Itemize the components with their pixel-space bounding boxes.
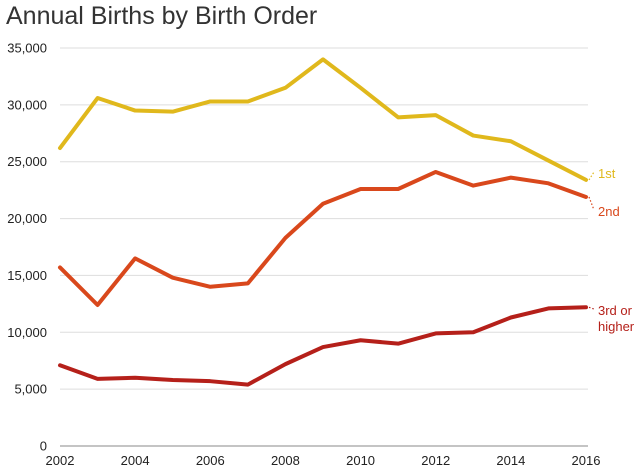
y-tick-label: 15,000 xyxy=(7,268,47,283)
series-line-1 xyxy=(58,57,588,182)
x-tick-label: 2002 xyxy=(46,453,75,468)
series-label-1: 1st xyxy=(598,166,616,181)
series-label-leader xyxy=(588,171,595,181)
x-tick-label: 2014 xyxy=(496,453,525,468)
y-tick-label: 25,000 xyxy=(7,154,47,169)
x-tick-label: 2008 xyxy=(271,453,300,468)
gridlines xyxy=(60,47,588,447)
y-tick-label: 30,000 xyxy=(7,97,47,112)
series-label-line: 3rd or xyxy=(598,303,633,318)
series-label-line: 1st xyxy=(598,166,616,181)
series-label-3: 3rd or higher xyxy=(598,303,635,334)
chart-title: Annual Births by Birth Order xyxy=(6,2,317,30)
y-tick-label: 0 xyxy=(40,439,47,454)
x-tick-label: 2004 xyxy=(121,453,150,468)
series-label-leader xyxy=(588,306,595,310)
y-tick-label: 20,000 xyxy=(7,211,47,226)
x-tick-label: 2012 xyxy=(421,453,450,468)
x-axis-tick-labels: 2002 2004 2006 2008 2010 2012 2014 2016 xyxy=(46,453,601,468)
series-labels: 1st 2nd 3rd or higher xyxy=(588,166,635,334)
series-line-3 xyxy=(58,305,588,387)
series-label-line: 2nd xyxy=(598,204,620,219)
y-tick-label: 35,000 xyxy=(7,41,47,56)
y-tick-label: 10,000 xyxy=(7,325,47,340)
x-tick-label: 2010 xyxy=(346,453,375,468)
y-tick-label: 5,000 xyxy=(14,382,47,397)
series-label-leader xyxy=(588,196,595,211)
x-tick-label: 2016 xyxy=(572,453,601,468)
y-axis-tick-labels: 0 5,000 10,000 15,000 20,000 25,000 30,000 35,0… xyxy=(7,41,47,454)
series-lines xyxy=(58,57,588,387)
series-label-2: 2nd xyxy=(598,204,620,219)
x-tick-label: 2006 xyxy=(196,453,225,468)
series-label-line: higher xyxy=(598,319,635,334)
series-line-2 xyxy=(58,169,588,307)
